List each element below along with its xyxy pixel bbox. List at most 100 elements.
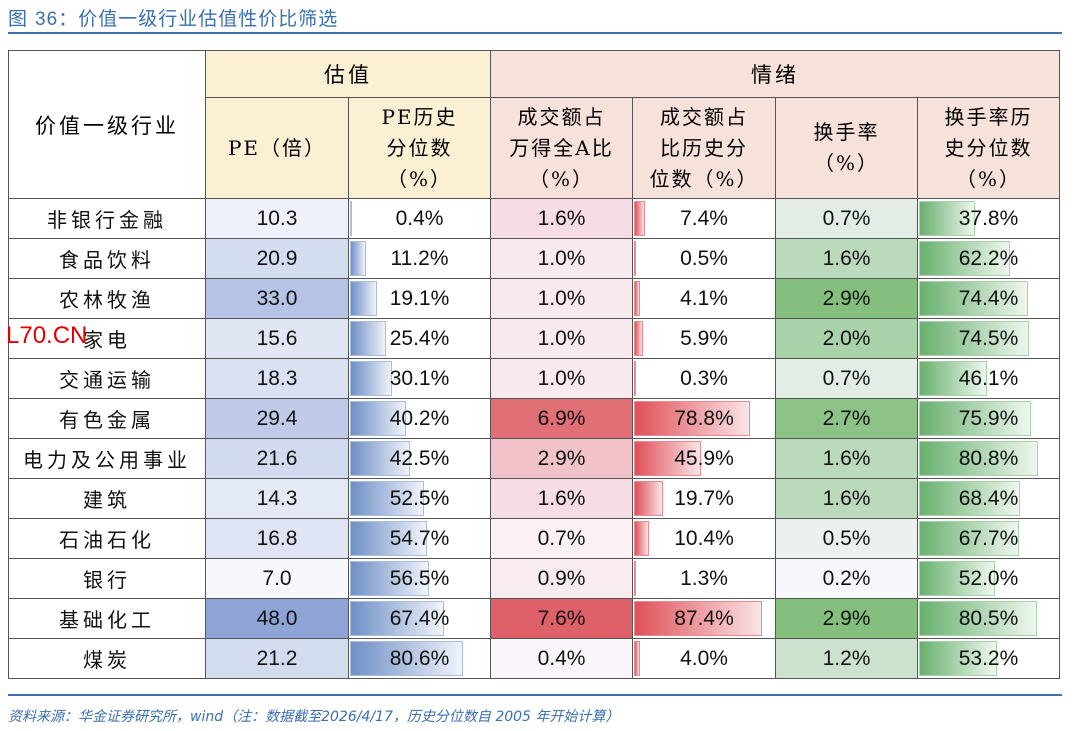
cell-value: 0.3%: [680, 366, 728, 390]
cell-value: 53.2%: [958, 646, 1019, 670]
figure-title: 图 36：价值一级行业估值性价比筛选: [8, 4, 338, 31]
cell-value: 16.8: [256, 526, 298, 550]
cell-pe-pct: 42.5%: [348, 438, 491, 479]
cell-pe: 7.0: [205, 558, 349, 599]
data-bar: [919, 641, 998, 676]
cell-value: 80.8%: [958, 446, 1019, 470]
column-header-line: 换手率历: [944, 104, 1033, 129]
cell-pe-pct: 52.5%: [348, 478, 491, 519]
cell-value: 68.4%: [958, 486, 1019, 510]
cell-value: 11.2%: [390, 246, 449, 270]
cell-value: 19.1%: [389, 286, 450, 310]
cell-value: 2.9%: [537, 446, 586, 470]
cell-value: 0.2%: [822, 566, 871, 590]
cell-turnover-share: 1.0%: [490, 278, 633, 319]
table-row: 银行 7.0 56.5% 0.9% 1.3% 0.2% 52.0%: [8, 558, 1060, 599]
cell-turnover-rate-pct: 80.5%: [917, 598, 1060, 639]
table-row: 有色金属 29.4 40.2% 6.9% 78.8% 2.7% 75.9%: [8, 398, 1060, 439]
data-bar: [634, 561, 636, 596]
column-header-pe: PE（倍）: [205, 97, 349, 199]
cell-pe-pct: 54.7%: [348, 518, 491, 559]
column-header-line: 万得全A比: [509, 135, 614, 160]
cell-turnover-share-pct: 4.0%: [632, 638, 776, 679]
cell-value: 14.3: [256, 486, 298, 510]
data-bar: [350, 241, 366, 276]
cell-value: 29.4: [256, 406, 298, 430]
cell-value: 46.1%: [958, 366, 1019, 390]
data-bar: [350, 561, 430, 596]
cell-value: 21.2: [256, 646, 298, 670]
industry-name: 基础化工: [8, 598, 206, 639]
cell-value: 25.4%: [389, 326, 450, 350]
cell-turnover-share-pct: 1.3%: [632, 558, 776, 599]
cell-value: 2.9%: [822, 286, 871, 310]
cell-value: 62.2%: [958, 246, 1019, 270]
industry-name: 煤炭: [8, 638, 206, 679]
cell-value: 45.9%: [674, 446, 734, 470]
column-header-line: PE（倍）: [227, 135, 327, 160]
table-row: 电力及公用事业 21.6 42.5% 2.9% 45.9% 1.6% 80.8%: [8, 438, 1060, 479]
title-divider: [8, 32, 1062, 34]
data-bar: [350, 641, 463, 676]
cell-value: 1.0%: [537, 286, 586, 310]
data-bar: [350, 201, 352, 236]
cell-turnover-rate: 0.7%: [775, 198, 918, 239]
data-bar: [919, 241, 1011, 276]
cell-turnover-share: 2.9%: [490, 438, 633, 479]
cell-value: 42.5%: [389, 446, 450, 470]
cell-turnover-rate-pct: 46.1%: [917, 358, 1060, 399]
cell-value: 67.4%: [389, 606, 450, 630]
cell-value: 0.7%: [822, 206, 871, 230]
column-header-turnover-rate: 换手率 （%）: [775, 97, 918, 199]
cell-turnover-share-pct: 45.9%: [632, 438, 776, 479]
column-header-line: 分位数: [386, 135, 453, 160]
cell-value: 1.2%: [822, 646, 871, 670]
cell-pe-pct: 11.2%: [348, 238, 491, 279]
cell-value: 19.7%: [674, 486, 734, 510]
column-header-turnover-share-pct: 成交额占 比历史分 位数（%）: [632, 97, 776, 199]
data-bar: [350, 481, 424, 516]
cell-pe-pct: 80.6%: [348, 638, 491, 679]
industry-name: 农林牧渔: [8, 278, 206, 319]
column-header-row: PE（倍） PE历史 分位数 （%） 成交额占 万得全A比 （%） 成交额占 比历史分 位数（%）…: [9, 97, 1060, 199]
cell-value: 0.5%: [822, 526, 871, 550]
cell-pe-pct: 56.5%: [348, 558, 491, 599]
cell-pe-pct: 19.1%: [348, 278, 491, 319]
cell-pe: 10.3: [205, 198, 349, 239]
data-bar: [634, 641, 640, 676]
cell-value: 0.7%: [537, 526, 586, 550]
cell-turnover-rate: 2.9%: [775, 278, 918, 319]
valuation-group-header: 估值: [205, 50, 491, 98]
data-bar: [634, 521, 650, 556]
cell-value: 15.6: [256, 326, 298, 350]
cell-value: 48.0: [256, 606, 298, 630]
data-bar: [919, 521, 1019, 556]
cell-value: 5.9%: [680, 326, 728, 350]
industry-name: 有色金属: [8, 398, 206, 439]
data-bar: [350, 361, 393, 396]
cell-turnover-rate-pct: 62.2%: [917, 238, 1060, 279]
cell-pe-pct: 25.4%: [348, 318, 491, 359]
cell-pe-pct: 30.1%: [348, 358, 491, 399]
cell-pe: 33.0: [205, 278, 349, 319]
cell-turnover-share: 1.6%: [490, 478, 633, 519]
cell-value: 1.0%: [537, 326, 586, 350]
figure-title-text: ：价值一级行业估值性价比筛选: [58, 8, 339, 30]
cell-value: 80.5%: [958, 606, 1019, 630]
cell-pe-pct: 67.4%: [348, 598, 491, 639]
cell-value: 1.6%: [822, 246, 871, 270]
industry-name: 建筑: [8, 478, 206, 519]
sentiment-group-header: 情绪: [490, 50, 1060, 98]
cell-value: 74.4%: [958, 286, 1019, 310]
cell-value: 1.0%: [537, 246, 586, 270]
column-header-line: （%）: [813, 151, 879, 175]
cell-value: 1.6%: [822, 446, 871, 470]
cell-value: 0.9%: [537, 566, 586, 590]
table-row: 食品饮料 20.9 11.2% 1.0% 0.5% 1.6% 62.2%: [8, 238, 1060, 279]
source-note: 资料来源：华金证券研究所，wind（注：数据截至2026/4/17，历史分位数自…: [8, 709, 620, 725]
data-bar: [350, 281, 377, 316]
data-bar: [919, 361, 987, 396]
cell-pe-pct: 40.2%: [348, 398, 491, 439]
cell-turnover-share-pct: 4.1%: [632, 278, 776, 319]
cell-turnover-rate: 2.7%: [775, 398, 918, 439]
